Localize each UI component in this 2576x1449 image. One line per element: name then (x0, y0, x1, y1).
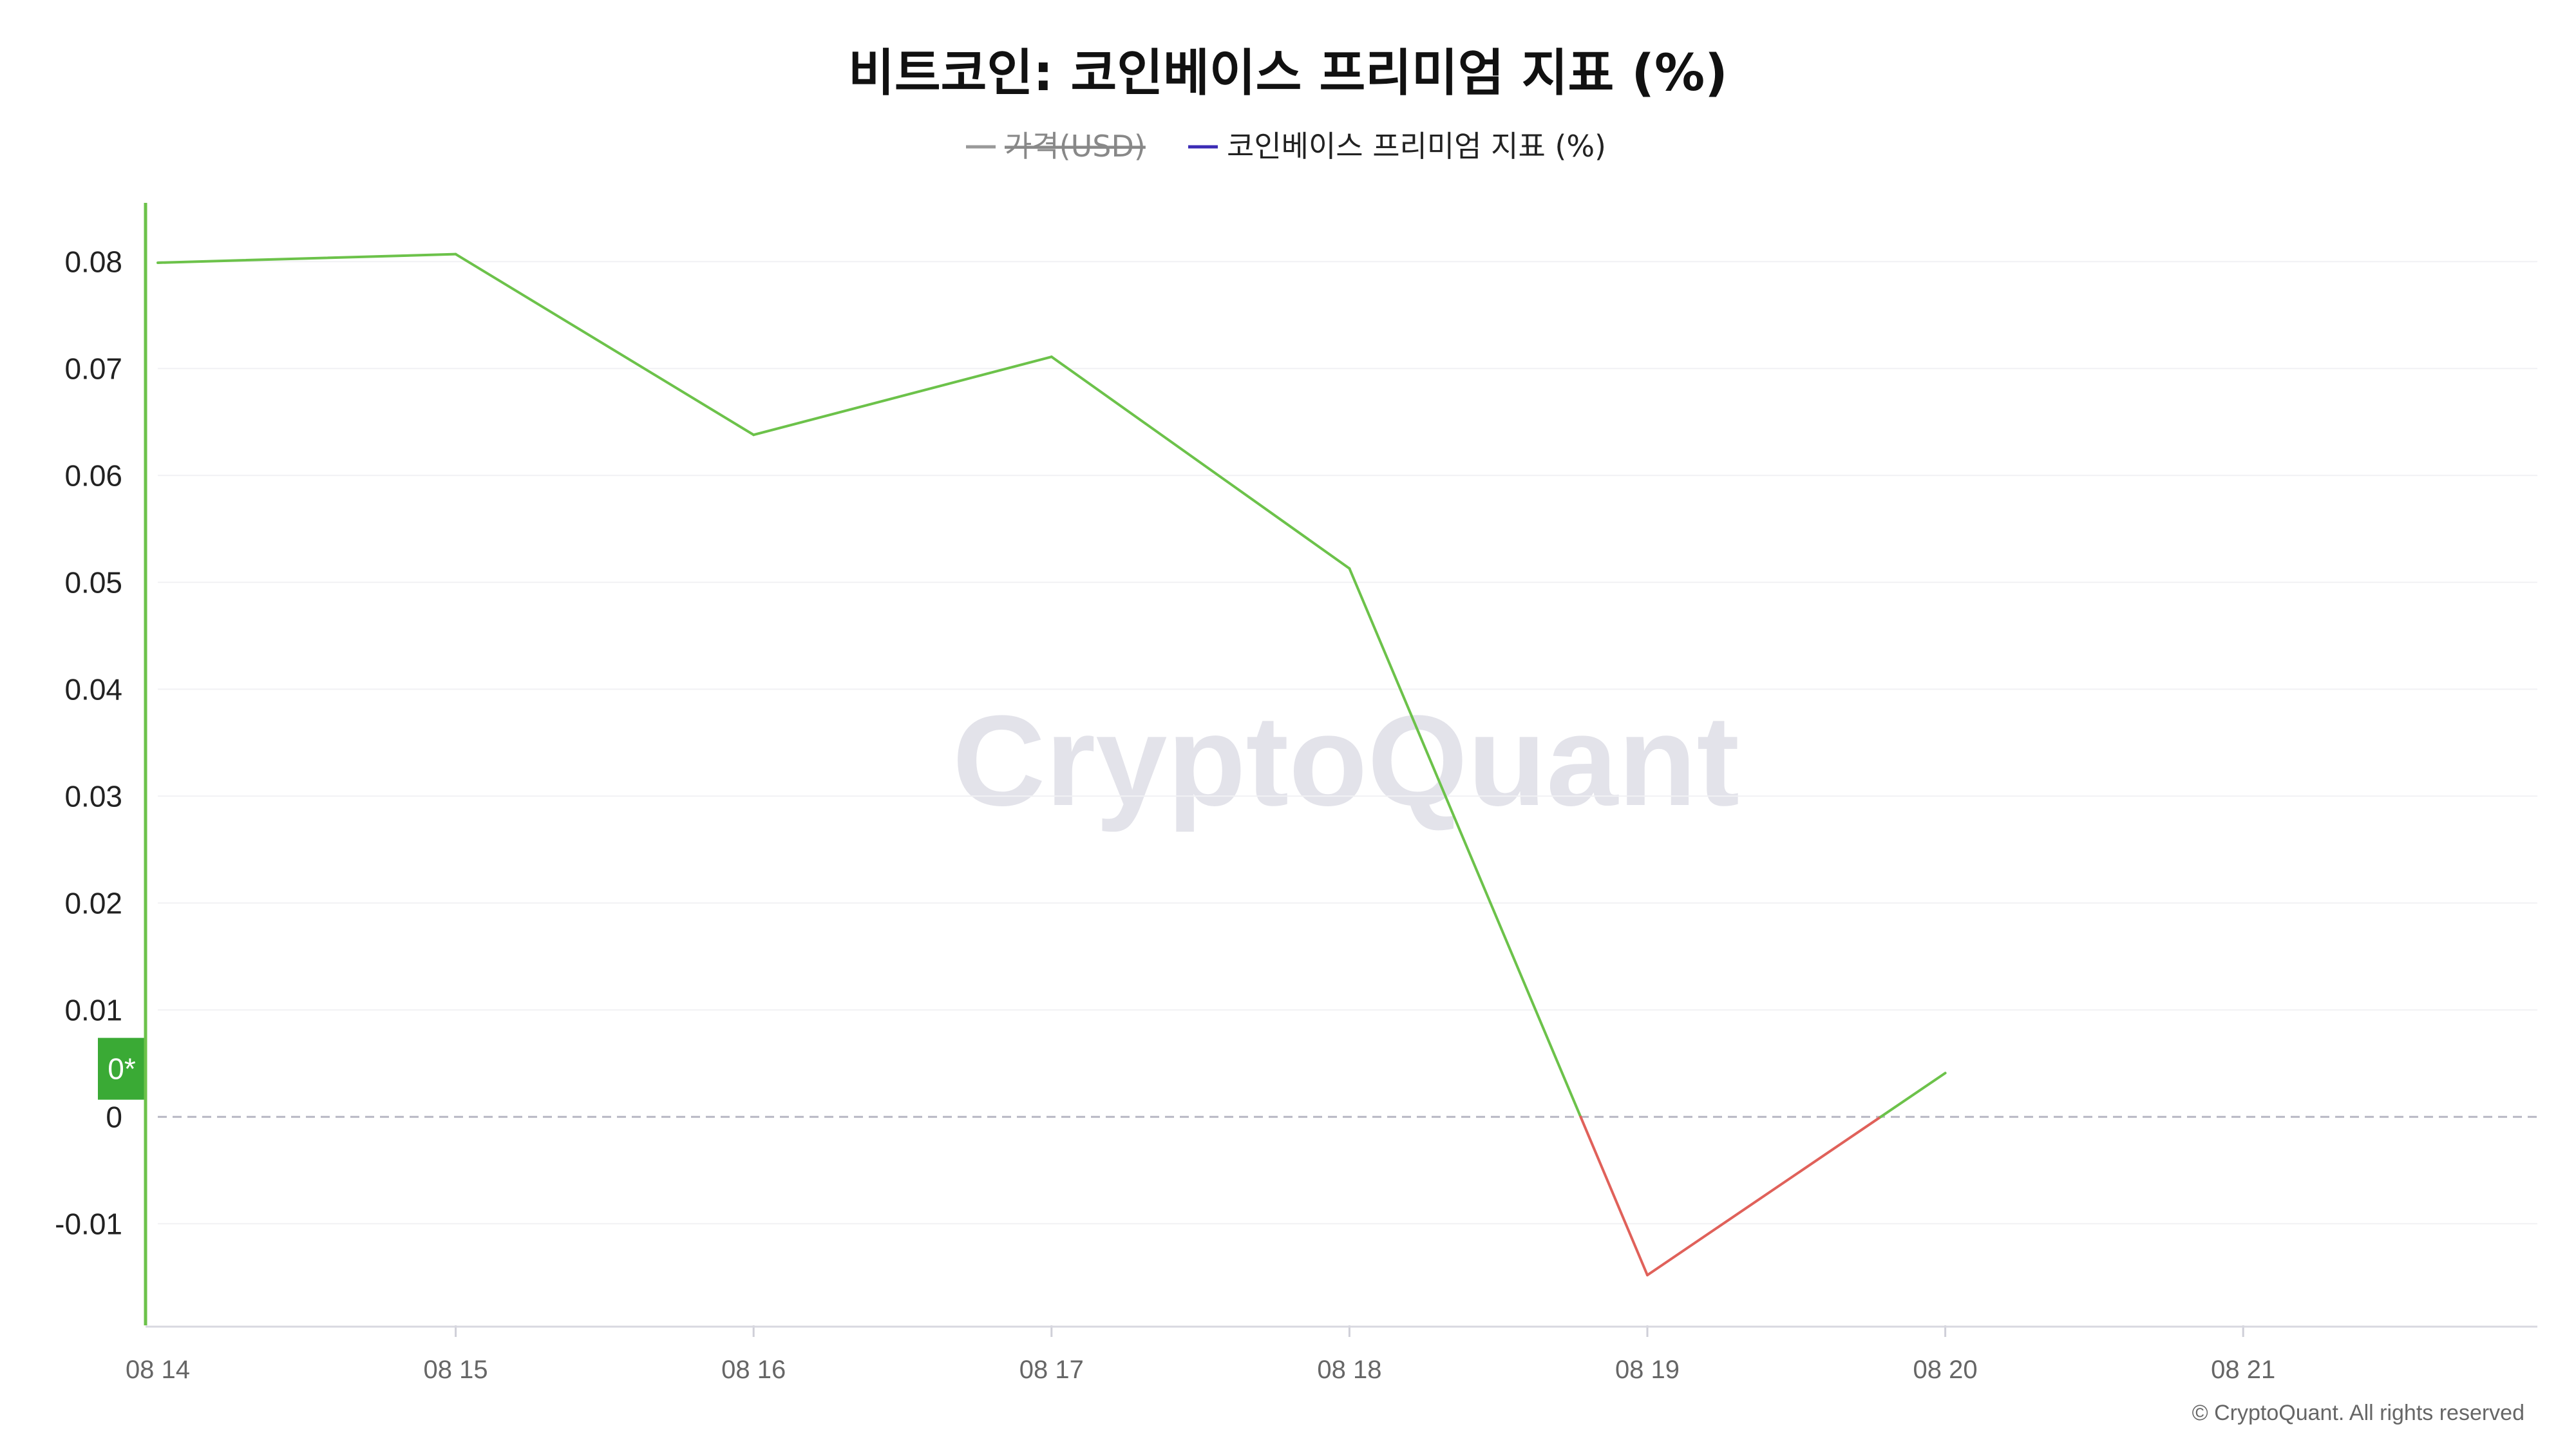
x-tick-label: 08 14 (126, 1356, 190, 1384)
legend-label: 코인베이스 프리미엄 지표 (%) (1227, 129, 1606, 164)
badge-background (98, 1037, 146, 1100)
watermark: CryptoQuant (952, 689, 1739, 833)
x-tick-label: 08 16 (721, 1356, 786, 1384)
data-point (156, 261, 159, 264)
data-point (455, 253, 457, 256)
data-point (1646, 1274, 1649, 1276)
x-tick-label: 08 15 (424, 1356, 488, 1384)
y-axis-ticks: 0.08 0.07 0.06 0.05 0.04 0.03 0.02 0.01 0 -0.01 (55, 245, 122, 1240)
series-segment (1646, 1115, 1882, 1276)
y-tick-label: 0 (106, 1100, 122, 1133)
y-tick-label: 0.02 (64, 886, 122, 920)
copyright-text: © CryptoQuant. All rights reserved (2192, 1401, 2524, 1425)
series-segment (454, 252, 755, 437)
y-tick-label: 0.04 (64, 672, 122, 706)
series-segment (1050, 355, 1351, 570)
y-tick-label: 0.08 (64, 245, 122, 278)
data-point (1944, 1072, 1947, 1074)
y-value-badge: 0* (98, 1037, 146, 1100)
data-point (1348, 567, 1350, 570)
x-axis-ticks: 08 14 08 15 08 16 08 17 08 18 08 19 08 20 08 21 (126, 1325, 2275, 1384)
series-premium (156, 252, 1947, 1276)
y-tick-label: 0.01 (64, 993, 122, 1027)
legend-item-1[interactable]: 코인베이스 프리미엄 지표 (%) (1188, 129, 1606, 164)
y-tick-label: -0.01 (55, 1207, 122, 1240)
series-segment (1879, 1072, 1947, 1119)
data-point (1050, 355, 1053, 358)
x-tick-label: 08 19 (1615, 1356, 1680, 1384)
x-tick-label: 08 18 (1317, 1356, 1381, 1384)
data-point (752, 433, 755, 436)
series-segment (752, 355, 1053, 437)
series-segment (1579, 1115, 1649, 1276)
x-tick-label: 08 20 (1913, 1356, 1978, 1384)
grid (158, 261, 2537, 1225)
legend-item-0[interactable]: 가격(USD) (966, 129, 1146, 164)
y-tick-label: 0.03 (64, 779, 122, 813)
x-tick-label: 08 21 (2211, 1356, 2275, 1384)
series-segment (1348, 567, 1582, 1119)
series-segment (156, 252, 457, 264)
y-tick-label: 0.05 (64, 565, 122, 599)
badge-label: 0* (108, 1052, 136, 1086)
chart-title: 비트코인: 코인베이스 프리미엄 지표 (%) (848, 44, 1728, 102)
legend[interactable]: 가격(USD) 코인베이스 프리미엄 지표 (%) (966, 129, 1606, 164)
y-tick-label: 0.06 (64, 459, 122, 492)
y-tick-label: 0.07 (64, 352, 122, 385)
x-tick-label: 08 17 (1019, 1356, 1084, 1384)
